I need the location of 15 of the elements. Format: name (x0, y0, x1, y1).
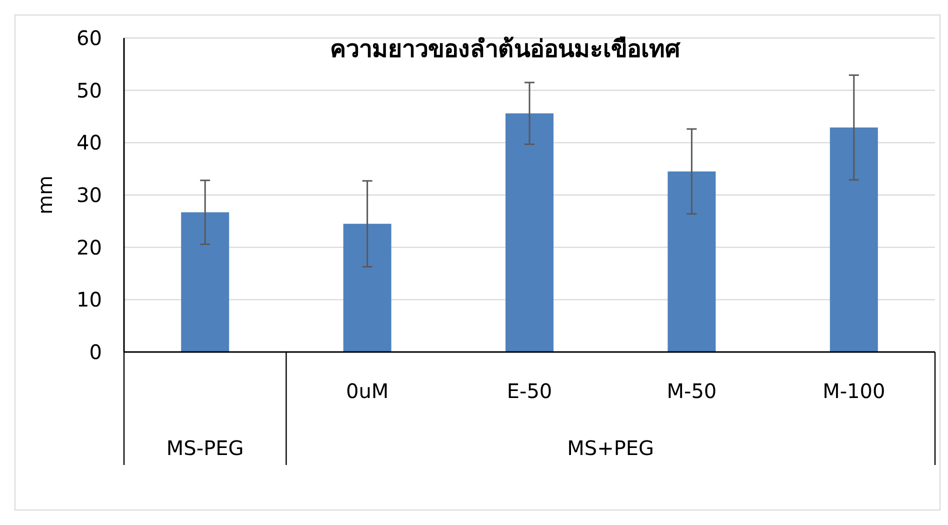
y-tick-label: 50 (76, 78, 102, 102)
x-tick-label: M-100 (822, 379, 886, 403)
x-tick-label: E-50 (506, 379, 552, 403)
y-axis-title: mm (33, 176, 57, 214)
text: MS-PEG (166, 436, 244, 460)
y-tick-label: 10 (76, 288, 102, 312)
y-tick-label: 20 (76, 235, 102, 260)
x-tick-label: 0uM (346, 379, 389, 403)
chart-title: ความยาวของลำต้นอ่อนมะเขือเทศ (330, 35, 681, 63)
y-tick-label: 30 (76, 183, 102, 207)
text: MS+PEG (567, 436, 654, 460)
x-tick-label: M-50 (666, 379, 717, 403)
y-tick-label: 60 (76, 26, 102, 50)
y-tick-label: 0 (89, 340, 102, 364)
y-tick-label: 40 (76, 130, 102, 155)
